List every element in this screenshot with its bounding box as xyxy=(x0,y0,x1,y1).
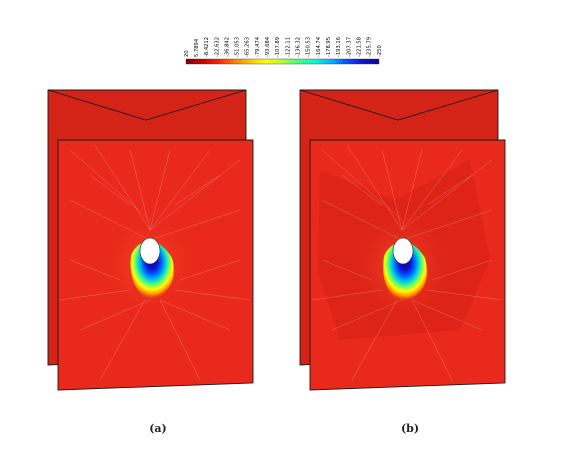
colorbar-tick-label: -193.16 xyxy=(336,37,342,57)
panel-b-mesh xyxy=(311,144,503,381)
colorbar-tick-label: -250 xyxy=(377,45,383,57)
colorbar-bar xyxy=(185,58,380,65)
colorbar-tick-label: -221.58 xyxy=(357,37,363,57)
colorbar-ticks: 20 5.7894 -8.4212 -22.632 -36.842 -51.053 -65.… xyxy=(184,36,383,57)
colorbar-tick-label: -8.4212 xyxy=(204,37,210,57)
colorbar: 20 5.7894 -8.4212 -22.632 -36.842 -51.053 -65.… xyxy=(184,36,383,65)
colorbar-tick-label: -164.74 xyxy=(316,36,322,57)
colorbar-tick-label: 20 xyxy=(184,50,190,57)
colorbar-tick-label: -51.053 xyxy=(235,37,241,57)
panel-b-top-edge xyxy=(299,89,499,121)
colorbar-tick-label: 5.7894 xyxy=(194,38,200,57)
colorbar-tick-label: -79.474 xyxy=(255,36,261,57)
panel-a-mesh xyxy=(59,144,251,381)
panel-b-caption: (b) xyxy=(401,422,419,435)
colorbar-tick-label: -136.32 xyxy=(296,37,302,57)
panel-a-hole xyxy=(139,237,161,265)
colorbar-tick-label: -150.53 xyxy=(306,37,312,57)
panel-b: (b) xyxy=(299,89,506,435)
panel-a-caption: (a) xyxy=(149,422,167,435)
colorbar-tick-label: -235.79 xyxy=(367,37,373,57)
colorbar-tick-label: -22.632 xyxy=(214,37,220,57)
colorbar-tick-label: -36.842 xyxy=(224,37,230,57)
colorbar-tick-label: -178.95 xyxy=(326,37,332,57)
colorbar-tick-label: -122.11 xyxy=(285,37,291,57)
colorbar-tick-label: -107.89 xyxy=(275,37,281,57)
colorbar-tick-label: -207.37 xyxy=(346,37,352,57)
panel-a: (a) xyxy=(47,89,254,435)
colorbar-tick-label: -65.263 xyxy=(245,37,251,57)
panel-a-top-edge xyxy=(47,89,247,121)
colorbar-tick-label: -93.684 xyxy=(265,36,271,57)
panel-b-hole xyxy=(392,237,414,265)
